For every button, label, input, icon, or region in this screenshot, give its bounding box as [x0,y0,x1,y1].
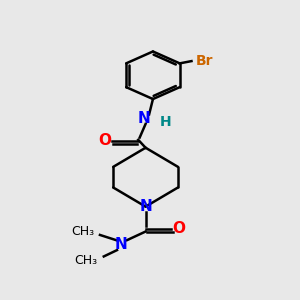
Text: CH₃: CH₃ [74,254,97,268]
Text: N: N [138,111,151,126]
Text: Br: Br [196,54,213,68]
Text: O: O [99,133,112,148]
Text: H: H [160,115,171,129]
Text: N: N [114,237,127,252]
Text: CH₃: CH₃ [71,225,94,238]
Text: N: N [139,199,152,214]
Text: O: O [172,221,185,236]
